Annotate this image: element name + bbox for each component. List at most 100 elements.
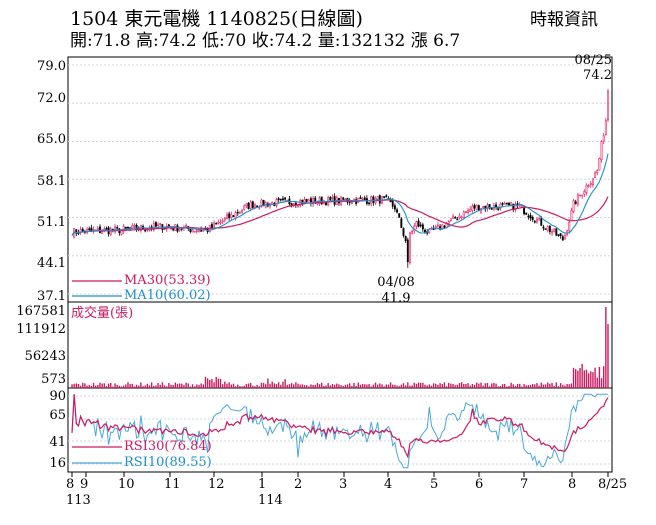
volume-bar [249, 382, 252, 388]
candle-body [574, 201, 577, 205]
rsi30-legend: RSI30(76.84) [124, 439, 212, 454]
volume-bar [178, 383, 181, 388]
volume-bar [273, 383, 276, 388]
x-tick-label: 11 [164, 477, 181, 492]
volume-bar [374, 382, 377, 388]
volume-bar [316, 383, 319, 388]
candle-body [596, 170, 599, 174]
candle-body [299, 200, 302, 206]
volume-bar [174, 382, 177, 388]
volume-bar [587, 373, 590, 388]
volume-bar [133, 386, 136, 388]
volume-bar [516, 383, 519, 388]
volume-bar [280, 384, 282, 388]
candle-body [406, 239, 409, 263]
x-tick-label: 7 [520, 477, 529, 492]
volume-bar [187, 383, 189, 388]
volume-bar [107, 383, 110, 388]
volume-bar [299, 384, 301, 388]
volume-bar [503, 383, 506, 388]
volume-bar [219, 379, 222, 388]
volume-bar [312, 385, 314, 388]
volume-bar [510, 382, 512, 388]
volume-bar [275, 384, 278, 388]
candle-body [329, 197, 332, 201]
volume-tick-label: 111912 [16, 322, 66, 337]
volume-bar [428, 384, 431, 388]
volume-bar [269, 383, 271, 388]
volume-bar [460, 382, 463, 388]
volume-bar [357, 382, 359, 388]
candle-body [467, 209, 470, 213]
candle-body [198, 230, 200, 233]
volume-bar [153, 385, 155, 388]
volume-bar [422, 382, 424, 388]
x-tick-label: 2 [294, 477, 303, 492]
candle-body [557, 234, 560, 236]
candle-body [159, 223, 162, 225]
candle-body [350, 202, 353, 205]
volume-bar [88, 384, 90, 388]
volume-bar [417, 382, 420, 388]
volume-bar [265, 384, 267, 388]
candle-body [359, 197, 362, 199]
volume-bar [125, 384, 127, 388]
candle-body [305, 199, 308, 202]
volume-bar [432, 383, 435, 388]
candle-body [116, 227, 119, 229]
candle-body [247, 202, 250, 209]
candle-body [570, 210, 573, 222]
volume-bar [258, 386, 260, 388]
volume-bar [129, 383, 131, 388]
candle-body [251, 201, 254, 208]
volume-bar [575, 369, 577, 388]
candle-body [553, 228, 556, 233]
volume-bar [99, 382, 101, 388]
volume-bar [155, 385, 157, 388]
volume-bar [310, 384, 312, 388]
candle-body [228, 213, 231, 219]
volume-bar [120, 386, 123, 388]
x-tick-label: 8 [568, 477, 577, 492]
volume-bar [549, 383, 551, 388]
volume-bar [340, 385, 342, 388]
volume-bar [372, 384, 375, 388]
volume-bar [585, 369, 588, 388]
candle-body [503, 202, 506, 205]
volume-bar [241, 386, 243, 388]
volume-bar [71, 384, 73, 388]
volume-bar [482, 385, 484, 388]
candle-body [109, 228, 112, 235]
volume-bar [204, 376, 207, 388]
volume-bar [301, 384, 304, 388]
candle-body [579, 194, 581, 197]
volume-bar [256, 384, 258, 388]
volume-bar [333, 384, 336, 388]
volume-bar [538, 385, 540, 388]
volume-bar [303, 385, 306, 388]
candle-body [587, 185, 590, 187]
volume-bar [103, 383, 105, 388]
volume-bar [497, 386, 499, 388]
volume-bar [284, 379, 286, 388]
candle-body [602, 135, 605, 142]
volume-bar [168, 382, 170, 388]
candle-body [191, 229, 194, 233]
volume-bar [475, 382, 478, 388]
volume-bar [602, 366, 605, 388]
volume-bar [116, 384, 118, 388]
volume-bar [331, 384, 334, 388]
volume-bar [181, 383, 183, 388]
volume-bar [523, 384, 525, 388]
volume-bar [534, 384, 536, 388]
candle-body [363, 197, 366, 201]
volume-bar [267, 378, 269, 388]
volume-bar [329, 385, 332, 388]
volume-bar [314, 384, 316, 388]
candle-body [484, 205, 487, 210]
candle-body [447, 221, 450, 224]
volume-bar [359, 384, 362, 388]
candle-body [546, 226, 549, 231]
